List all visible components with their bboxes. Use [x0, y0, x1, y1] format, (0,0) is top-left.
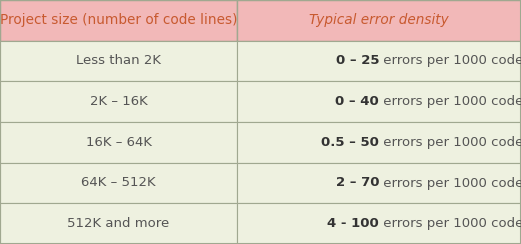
Bar — [0, 41, 237, 81]
Bar — [237, 203, 521, 244]
Bar — [237, 0, 521, 41]
Bar — [237, 81, 521, 122]
Text: 0 – 40: 0 – 40 — [336, 95, 379, 108]
Bar — [0, 0, 237, 41]
Text: 2 – 70: 2 – 70 — [336, 176, 379, 190]
Text: 512K and more: 512K and more — [67, 217, 170, 230]
Text: 16K – 64K: 16K – 64K — [85, 136, 152, 149]
Text: errors per 1000 code lines: errors per 1000 code lines — [379, 136, 521, 149]
Bar — [0, 122, 237, 163]
Text: Project size (number of code lines): Project size (number of code lines) — [0, 13, 237, 27]
Bar — [0, 203, 237, 244]
Text: 4 - 100: 4 - 100 — [327, 217, 379, 230]
Text: 0.5 – 50: 0.5 – 50 — [321, 136, 379, 149]
Text: errors per 1000 code lines: errors per 1000 code lines — [379, 95, 521, 108]
Text: errors per 1000 code lines: errors per 1000 code lines — [379, 217, 521, 230]
Text: Typical error density: Typical error density — [309, 13, 449, 27]
Text: 2K – 16K: 2K – 16K — [90, 95, 147, 108]
Text: 0 – 25: 0 – 25 — [336, 54, 379, 68]
Text: Less than 2K: Less than 2K — [76, 54, 161, 68]
Bar — [237, 41, 521, 81]
Bar — [0, 163, 237, 203]
Text: errors per 1000 code lines: errors per 1000 code lines — [379, 176, 521, 190]
Bar — [237, 122, 521, 163]
Bar — [237, 163, 521, 203]
Bar — [0, 81, 237, 122]
Text: 64K – 512K: 64K – 512K — [81, 176, 156, 190]
Text: errors per 1000 code lines: errors per 1000 code lines — [379, 54, 521, 68]
